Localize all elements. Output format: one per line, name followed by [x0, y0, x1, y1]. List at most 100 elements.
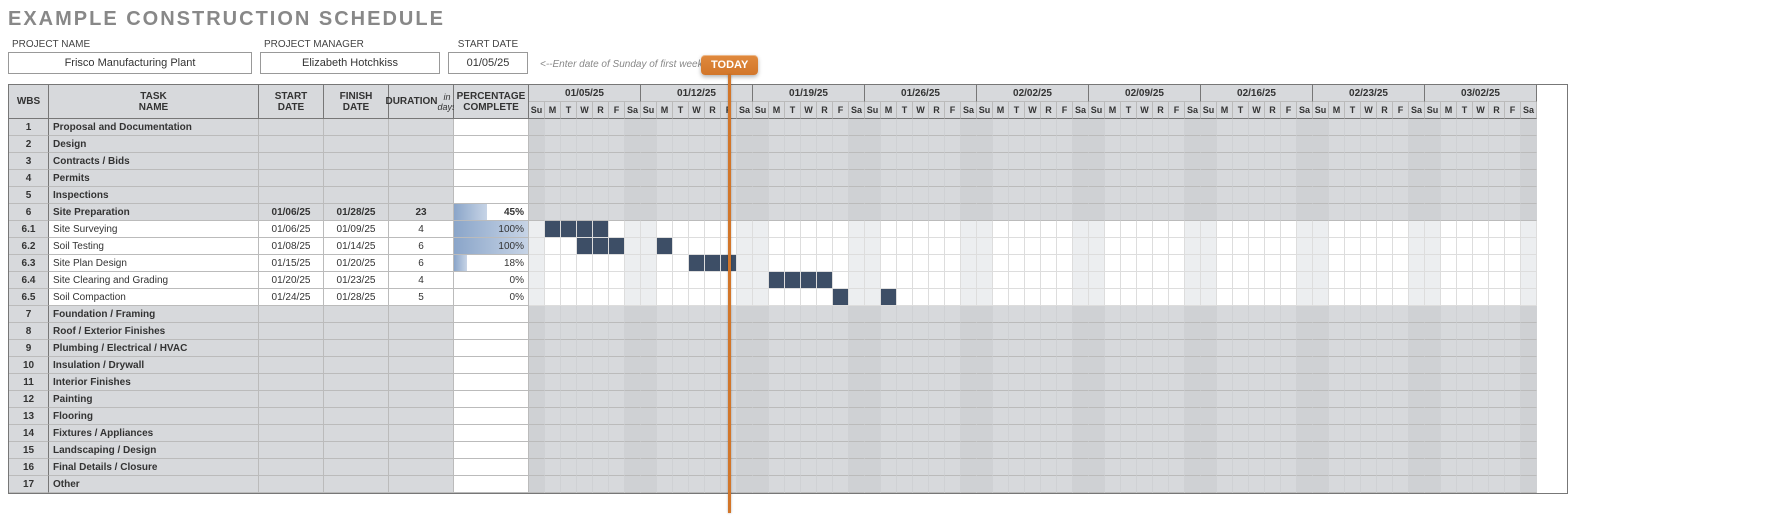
- task-name[interactable]: Soil Compaction: [49, 289, 259, 306]
- cell: [259, 357, 324, 374]
- day-header: W: [1473, 102, 1489, 119]
- gantt-cell: [1217, 153, 1233, 170]
- gantt-cell: [737, 255, 753, 272]
- gantt-cell: [993, 442, 1009, 459]
- gantt-cell: [865, 170, 881, 187]
- day-header: M: [881, 102, 897, 119]
- percent-complete[interactable]: 100%: [454, 238, 529, 255]
- gantt-cell: [1313, 187, 1329, 204]
- cell[interactable]: 01/06/25: [259, 221, 324, 238]
- task-name[interactable]: Soil Testing: [49, 238, 259, 255]
- percent-complete[interactable]: 45%: [454, 204, 529, 221]
- cell[interactable]: 6.4: [9, 272, 49, 289]
- project-name-input[interactable]: Frisco Manufacturing Plant: [8, 52, 252, 74]
- gantt-cell: [1073, 204, 1089, 221]
- gantt-cell: [721, 425, 737, 442]
- gantt-cell: [1313, 153, 1329, 170]
- cell: 1: [9, 119, 49, 136]
- gantt-cell: [801, 323, 817, 340]
- gantt-cell: [1313, 340, 1329, 357]
- gantt-cell: [1041, 170, 1057, 187]
- gantt-cell: [785, 153, 801, 170]
- gantt-cell: [1073, 391, 1089, 408]
- cell[interactable]: 4: [389, 221, 454, 238]
- gantt-cell: [1313, 374, 1329, 391]
- gantt-cell: [929, 425, 945, 442]
- gantt-cell: [1233, 153, 1249, 170]
- cell[interactable]: 01/20/25: [259, 272, 324, 289]
- day-header: Sa: [625, 102, 641, 119]
- gantt-cell: [1153, 221, 1169, 238]
- gantt-cell: [1441, 340, 1457, 357]
- percent-complete[interactable]: 0%: [454, 272, 529, 289]
- cell[interactable]: 6.1: [9, 221, 49, 238]
- gantt-cell: [1041, 187, 1057, 204]
- cell[interactable]: 01/09/25: [324, 221, 389, 238]
- gantt-cell: [1057, 374, 1073, 391]
- day-header: M: [1217, 102, 1233, 119]
- cell[interactable]: 01/24/25: [259, 289, 324, 306]
- percent-complete[interactable]: 0%: [454, 289, 529, 306]
- gantt-cell: [1505, 136, 1521, 153]
- gantt-cell: [1137, 170, 1153, 187]
- cell: 4: [9, 170, 49, 187]
- gantt-cell: [929, 187, 945, 204]
- gantt-cell: [833, 289, 849, 306]
- cell[interactable]: 4: [389, 272, 454, 289]
- gantt-cell: [1425, 425, 1441, 442]
- cell: [259, 340, 324, 357]
- cell[interactable]: 01/28/25: [324, 289, 389, 306]
- gantt-cell: [865, 442, 881, 459]
- day-header: R: [1489, 102, 1505, 119]
- cell[interactable]: 01/08/25: [259, 238, 324, 255]
- gantt-cell: [529, 340, 545, 357]
- cell: 11: [9, 374, 49, 391]
- percent-complete[interactable]: 18%: [454, 255, 529, 272]
- day-header: T: [1009, 102, 1025, 119]
- cell[interactable]: 6.2: [9, 238, 49, 255]
- gantt-cell: [545, 136, 561, 153]
- gantt-cell: [1057, 204, 1073, 221]
- gantt-cell: [1329, 306, 1345, 323]
- task-name[interactable]: Site Surveying: [49, 221, 259, 238]
- cell[interactable]: 01/14/25: [324, 238, 389, 255]
- start-date-input[interactable]: 01/05/25: [448, 52, 528, 74]
- gantt-cell: [1169, 476, 1185, 493]
- gantt-cell: [1489, 340, 1505, 357]
- gantt-cell: [1105, 306, 1121, 323]
- cell[interactable]: 6: [389, 255, 454, 272]
- gantt-cell: [1409, 119, 1425, 136]
- cell: [259, 187, 324, 204]
- cell[interactable]: 01/23/25: [324, 272, 389, 289]
- gantt-cell: [1073, 272, 1089, 289]
- gantt-cell: [1105, 340, 1121, 357]
- gantt-cell: [1073, 238, 1089, 255]
- day-header: T: [1457, 102, 1473, 119]
- gantt-cell: [1457, 153, 1473, 170]
- gantt-cell: [1233, 221, 1249, 238]
- gantt-cell: [1473, 187, 1489, 204]
- cell[interactable]: 01/15/25: [259, 255, 324, 272]
- task-name[interactable]: Site Plan Design: [49, 255, 259, 272]
- percent-complete[interactable]: 100%: [454, 221, 529, 238]
- cell[interactable]: 6.5: [9, 289, 49, 306]
- gantt-cell: [1265, 119, 1281, 136]
- cell: [389, 391, 454, 408]
- gantt-cell: [609, 119, 625, 136]
- gantt-cell: [625, 221, 641, 238]
- gantt-cell: [1041, 459, 1057, 476]
- gantt-cell: [913, 187, 929, 204]
- cell[interactable]: 01/20/25: [324, 255, 389, 272]
- gantt-cell: [1105, 425, 1121, 442]
- cell[interactable]: 5: [389, 289, 454, 306]
- project-manager-input[interactable]: Elizabeth Hotchkiss: [260, 52, 440, 74]
- cell[interactable]: 6: [389, 238, 454, 255]
- gantt-cell: [977, 306, 993, 323]
- cell: 9: [9, 340, 49, 357]
- gantt-cell: [801, 340, 817, 357]
- cell[interactable]: 6.3: [9, 255, 49, 272]
- task-name[interactable]: Site Clearing and Grading: [49, 272, 259, 289]
- gantt-cell: [1041, 323, 1057, 340]
- gantt-cell: [705, 357, 721, 374]
- gantt-cell: [673, 119, 689, 136]
